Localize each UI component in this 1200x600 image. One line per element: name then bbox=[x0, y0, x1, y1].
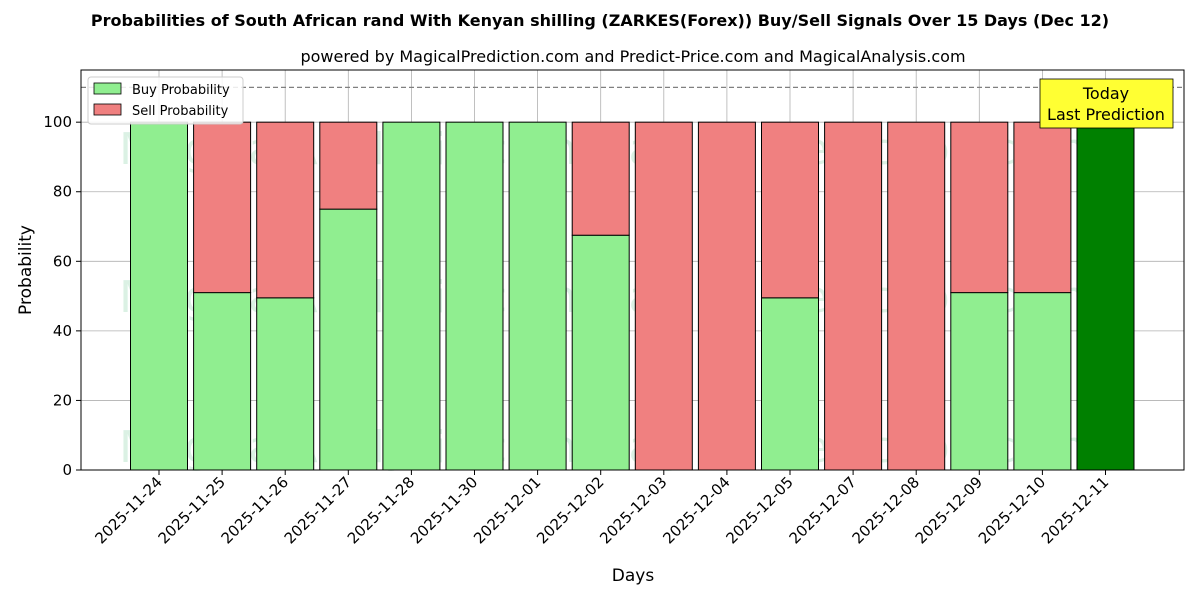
bar-sell-2025-11-26 bbox=[256, 121, 315, 299]
x-tick-label: 2025-11-24 bbox=[91, 473, 165, 547]
annotation-box bbox=[1039, 78, 1174, 129]
bar-sell-2025-12-07 bbox=[824, 121, 883, 471]
x-tick-label: 2025-12-09 bbox=[912, 473, 986, 547]
x-tick-label: 2025-12-01 bbox=[470, 473, 544, 547]
legend-swatch-sell bbox=[93, 103, 122, 116]
bar-buy-2025-12-10 bbox=[1013, 292, 1072, 471]
bar-buy-2025-12-09 bbox=[950, 292, 1009, 471]
today-annotation: Today Last Prediction bbox=[1039, 78, 1174, 129]
x-axis-label: Days bbox=[612, 566, 655, 586]
bar-sell-2025-12-10 bbox=[1013, 121, 1072, 294]
chart-title: Probabilities of South African rand With… bbox=[91, 11, 1109, 30]
plot-frame bbox=[80, 69, 1185, 471]
bar-buy-2025-12-05 bbox=[761, 297, 819, 471]
y-tick-label: 60 bbox=[53, 252, 72, 270]
y-tick-label: 80 bbox=[53, 183, 72, 201]
y-axis-label: Probability bbox=[16, 225, 36, 315]
bar-buy-2025-12-11 bbox=[1076, 121, 1135, 471]
x-tick-label: 2025-12-07 bbox=[786, 473, 860, 547]
x-tick-label: 2025-11-26 bbox=[218, 473, 292, 547]
x-tick-label: 2025-12-10 bbox=[975, 473, 1049, 547]
bar-buy-2025-12-02 bbox=[571, 234, 630, 471]
y-tick-label: 100 bbox=[43, 113, 72, 131]
x-tick-label: 2025-12-08 bbox=[849, 473, 923, 547]
bar-buy-2025-11-27 bbox=[319, 208, 378, 471]
x-tick-label: 2025-12-04 bbox=[659, 473, 733, 547]
x-tick-label: 2025-12-02 bbox=[533, 473, 607, 547]
annotation-line-2: Last Prediction bbox=[1047, 105, 1165, 124]
bar-sell-2025-12-09 bbox=[950, 121, 1009, 294]
bar-buy-2025-11-28 bbox=[382, 121, 441, 471]
x-tick-label: 2025-12-03 bbox=[596, 473, 670, 547]
x-tick-label: 2025-12-11 bbox=[1038, 473, 1112, 547]
x-tick-label: 2025-11-30 bbox=[407, 473, 481, 547]
annotation-line-1: Today bbox=[1082, 84, 1129, 103]
bar-buy-2025-11-30 bbox=[445, 121, 504, 471]
legend-box bbox=[87, 76, 244, 125]
bar-buy-2025-12-01 bbox=[508, 121, 567, 471]
y-tick-label: 20 bbox=[53, 391, 72, 409]
legend-swatch-buy bbox=[93, 82, 122, 95]
y-tick-label: 40 bbox=[53, 322, 72, 340]
bar-sell-2025-12-05 bbox=[761, 121, 819, 299]
bar-sell-2025-12-02 bbox=[571, 121, 630, 236]
legend: Buy Probability Sell Probability bbox=[87, 76, 244, 125]
bar-sell-2025-12-04 bbox=[697, 121, 756, 471]
y-tick-label: 0 bbox=[62, 461, 72, 479]
x-tick-label: 2025-11-28 bbox=[344, 473, 418, 547]
x-tick-label: 2025-11-25 bbox=[155, 473, 229, 547]
x-tick-label: 2025-11-27 bbox=[281, 473, 355, 547]
legend-label-sell: Sell Probability bbox=[132, 104, 229, 119]
bar-sell-2025-12-03 bbox=[634, 121, 693, 471]
y-axis-ticks: 0 20 40 60 80 100 bbox=[43, 113, 81, 479]
bar-buy-2025-11-25 bbox=[193, 292, 252, 471]
x-axis-ticks: 2025-11-242025-11-252025-11-262025-11-27… bbox=[91, 470, 1112, 547]
chart-subtitle: powered by MagicalPrediction.com and Pre… bbox=[300, 47, 965, 66]
bar-buy-2025-11-26 bbox=[256, 297, 315, 471]
bar-sell-2025-11-27 bbox=[319, 121, 378, 210]
bar-sell-2025-12-08 bbox=[887, 121, 946, 471]
bars bbox=[130, 121, 1135, 471]
x-tick-label: 2025-12-05 bbox=[722, 473, 796, 547]
bar-buy-2025-11-24 bbox=[130, 121, 188, 471]
bar-sell-2025-11-25 bbox=[193, 121, 252, 294]
legend-label-buy: Buy Probability bbox=[132, 83, 230, 98]
